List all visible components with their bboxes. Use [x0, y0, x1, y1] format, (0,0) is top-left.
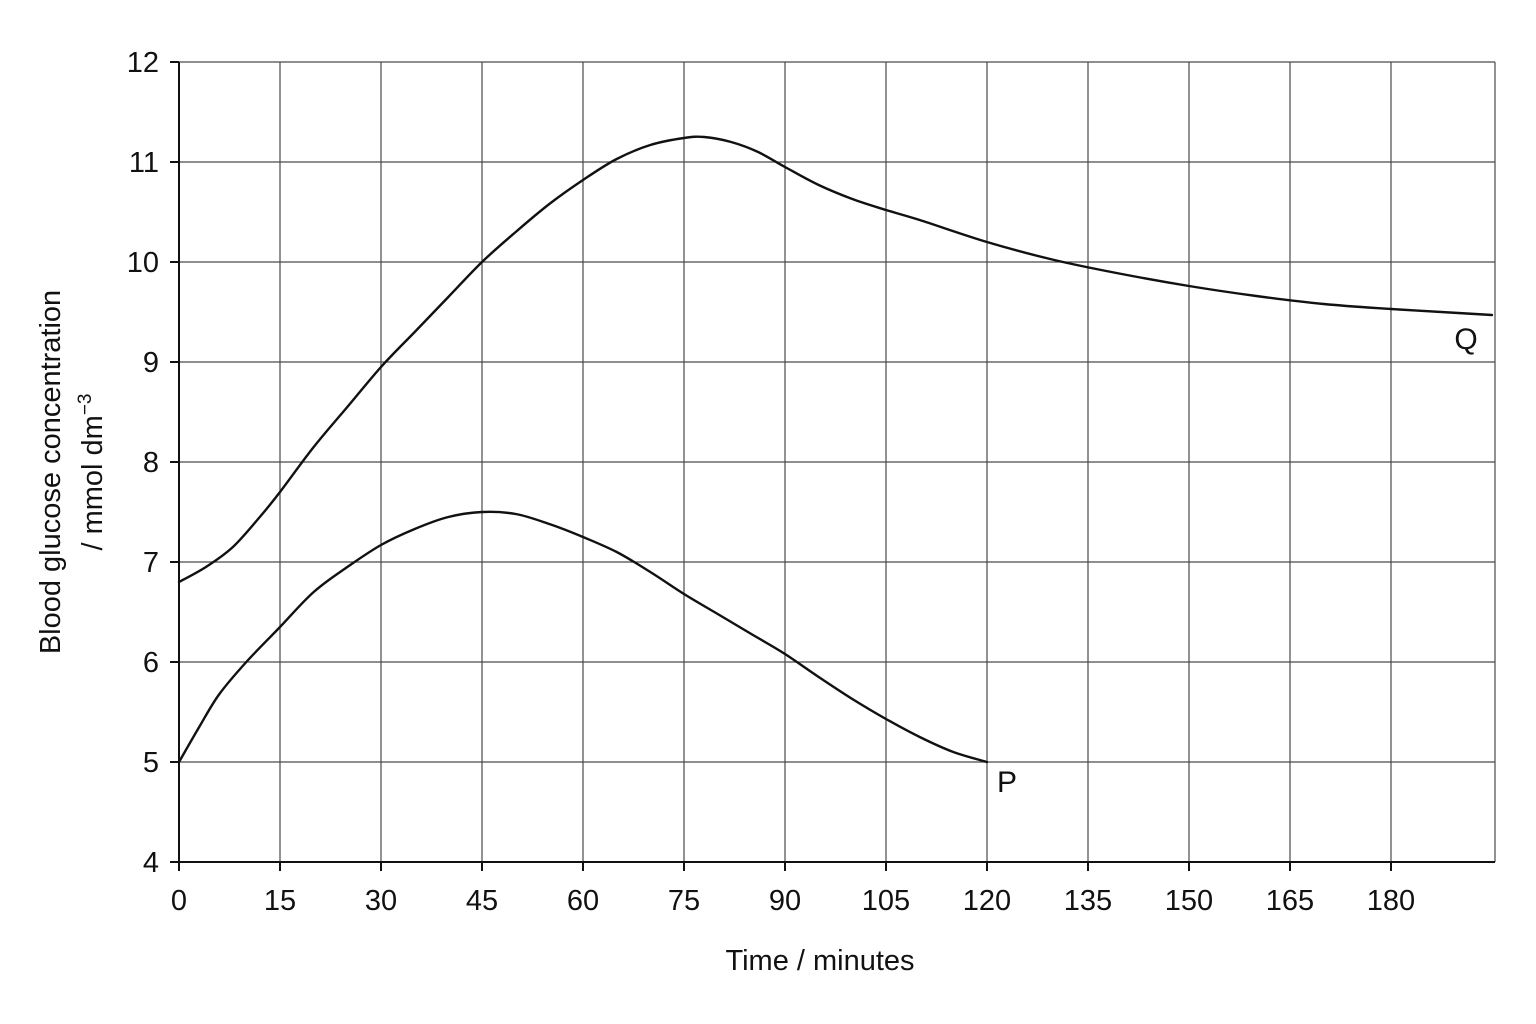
x-tick-label: 15 [264, 885, 296, 917]
y-tick-label: 7 [143, 547, 159, 579]
y-axis-title-line2: / mmol dm−3 [75, 393, 109, 550]
x-tick-label: 180 [1367, 885, 1415, 917]
x-tick-label: 0 [171, 885, 187, 917]
x-tick-label: 150 [1165, 885, 1213, 917]
grid [179, 61, 1496, 862]
series-p-line [177, 510, 989, 764]
y-tick-label: 11 [129, 147, 159, 179]
x-tick-label: 90 [769, 885, 801, 917]
y-tick-label: 9 [143, 347, 159, 379]
ticks: 0 15 30 45 60 75 90 105 120 135 150 165 180456789101… [127, 47, 1415, 917]
x-tick-label: 105 [862, 885, 910, 917]
labels: Time / minutes Blood glucose concentrati… [35, 290, 915, 977]
x-axis-title: Time / minutes [725, 945, 914, 977]
y-tick-label: 5 [143, 747, 159, 779]
y-tick-label: 4 [143, 847, 159, 879]
x-tick-label: 75 [668, 885, 700, 917]
x-tick-label: 120 [963, 885, 1011, 917]
y-tick-label: 6 [143, 647, 159, 679]
y-axis-title-line1: Blood glucose concentration [35, 290, 67, 654]
y-axis-title-unit: / mmol dm [77, 415, 109, 550]
x-tick-label: 165 [1266, 885, 1314, 917]
y-tick-label: 10 [127, 247, 159, 279]
x-tick-label: 60 [567, 885, 599, 917]
x-tick-label: 45 [466, 885, 498, 917]
y-axis-title-superscript: −3 [75, 393, 96, 415]
series-q-line [177, 135, 1494, 584]
y-tick-label: 12 [127, 47, 159, 79]
y-tick-label: 8 [143, 447, 159, 479]
x-tick-label: 30 [365, 885, 397, 917]
series-p-label: P [997, 766, 1017, 799]
series-q-label: Q [1454, 323, 1477, 356]
x-tick-label: 135 [1064, 885, 1112, 917]
series: QP [177, 135, 1494, 799]
